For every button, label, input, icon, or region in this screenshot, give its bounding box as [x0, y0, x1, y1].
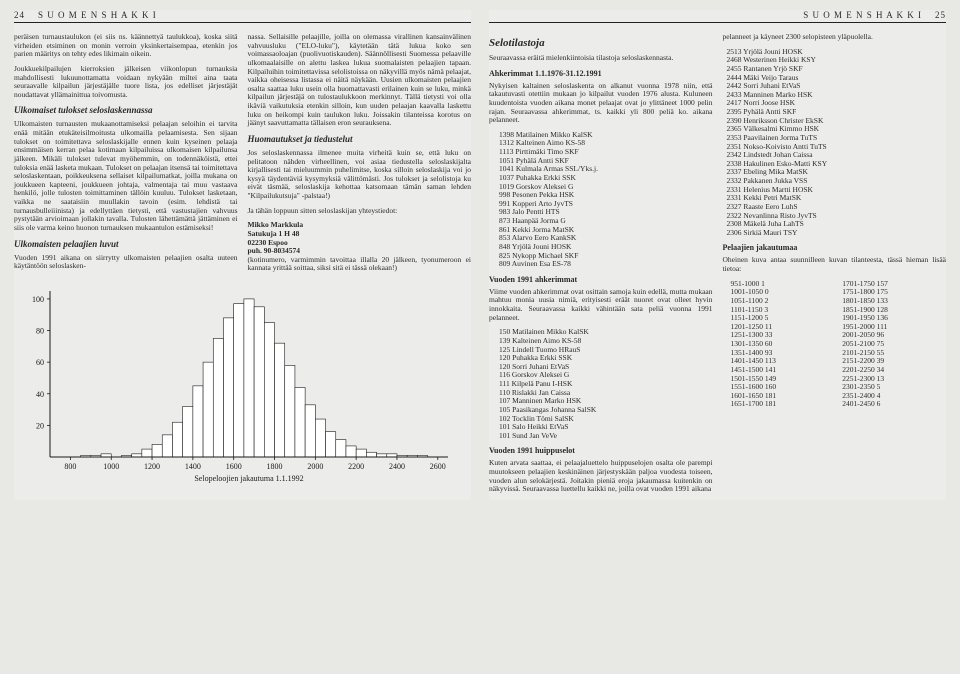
para: Nykyisen kaltainen seloslaskenta on alka… [489, 82, 713, 125]
svg-text:2200: 2200 [348, 462, 364, 471]
publication-title: S U O M E N S H A K K I [489, 10, 922, 20]
histogram-chart: 20 40 60 80 100 800 1000 1200 1400 1600 1800 2000 22… [14, 285, 471, 485]
player-list: 2513 Yrjölä Jouni HOSK2468 Westerinen He… [727, 48, 947, 238]
section-heading: Vuoden 1991 ahkerimmat [489, 275, 713, 284]
section-heading: Selotilastoja [489, 37, 713, 49]
section-heading: Pelaajien jakautumaa [723, 243, 947, 252]
publication-title: S U O M E N S H A K K I [38, 10, 471, 20]
svg-text:1400: 1400 [185, 462, 201, 471]
para: Oheinen kuva antaa suunnilleen kuvan til… [723, 256, 947, 273]
section-heading: Ulkomaiset tulokset seloslaskennassa [14, 105, 238, 115]
svg-text:1000: 1000 [103, 462, 119, 471]
para: pelanneet ja käyneet 2300 selopisteen yl… [723, 33, 947, 42]
list-item: 1651-1700 181 [731, 400, 835, 409]
para: (kotinumero, varmimmin tavoittaa illalla… [248, 256, 472, 273]
svg-text:2400: 2400 [389, 462, 405, 471]
para: peräisen turnaustaulukon (ei siis ns. kä… [14, 33, 238, 59]
svg-text:800: 800 [64, 462, 76, 471]
svg-text:20: 20 [36, 421, 44, 430]
svg-text:2600: 2600 [430, 462, 446, 471]
page-number-right: 25 [922, 10, 946, 20]
svg-text:1600: 1600 [226, 462, 242, 471]
para: Seuraavassa eräitä mielenkiintoisia tila… [489, 54, 713, 63]
para: Viime vuoden ahkerimmat ovat osittain sa… [489, 288, 713, 323]
section-heading: Ulkomaisten pelaajien luvut [14, 239, 238, 249]
svg-text:1800: 1800 [267, 462, 283, 471]
svg-text:100: 100 [32, 295, 44, 304]
player-list: 150 Matilainen Mikko KalSK139 Kalteinen … [499, 328, 713, 440]
svg-text:60: 60 [36, 358, 44, 367]
player-list: 1398 Matilainen Mikko KalSK1312 Kalteine… [499, 131, 713, 269]
svg-text:Selopeloojien jakautuma 1.1.19: Selopeloojien jakautuma 1.1.1992 [194, 474, 303, 483]
para: nassa. Sellaisille pelaajille, joilla on… [248, 33, 472, 128]
para: Joukkuekilpailujen kierroksien jälkeisen… [14, 65, 238, 100]
svg-text:1200: 1200 [144, 462, 160, 471]
svg-text:80: 80 [36, 327, 44, 336]
section-heading: Vuoden 1991 huippuselot [489, 446, 713, 455]
para: Ja tähän loppuun sitten seloslaskijan yh… [248, 207, 472, 216]
list-item: 101 Sund Jan VeVe [499, 432, 713, 441]
para: Jos seloslaskennassa ilmenee muita virhe… [248, 149, 472, 201]
distribution-list: 951-1000 11001-1050 01051-1100 21101-115… [731, 280, 947, 409]
para: Ulkomaisten turnausten mukaanottamiseksi… [14, 120, 238, 232]
para: Kuten arvata saattaa, ei pelaajaluettelo… [489, 459, 713, 494]
svg-text:2000: 2000 [307, 462, 323, 471]
list-item: 2401-2450 6 [842, 400, 946, 409]
svg-text:40: 40 [36, 390, 44, 399]
list-item: 809 Auvinen Esa ES-78 [499, 260, 713, 269]
list-item: 2306 Sirkiä Mauri TSY [727, 229, 947, 238]
section-heading: Huomautukset ja tiedustelut [248, 134, 472, 144]
section-heading: Ahkerimmat 1.1.1976-31.12.1991 [489, 69, 713, 78]
page-number-left: 24 [14, 10, 38, 20]
para: Vuoden 1991 aikana on siirrytty ulkomais… [14, 254, 238, 271]
